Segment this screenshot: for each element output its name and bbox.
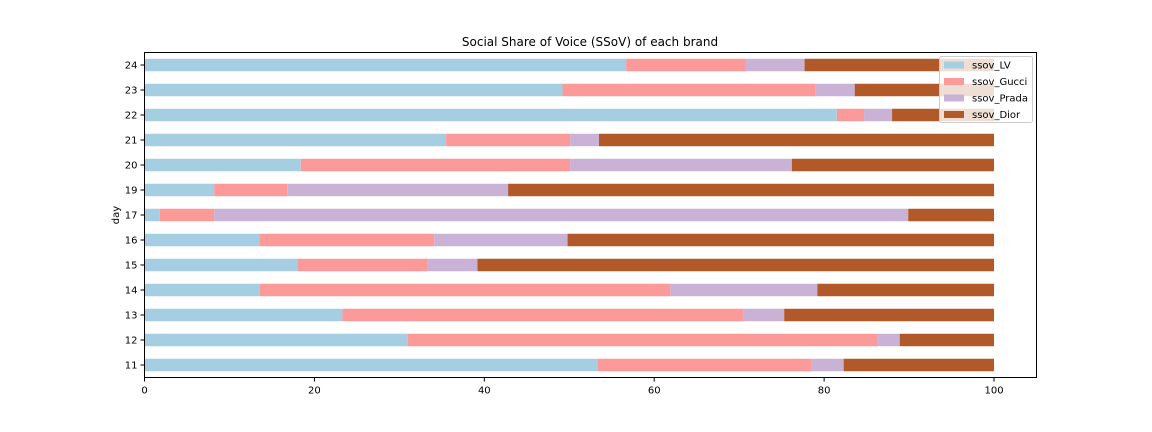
bars-layer (144, 58, 995, 372)
bar-ssov_LV-day-21 (144, 133, 447, 147)
x-axis: 0 20 40 60 80 100 (141, 377, 1004, 397)
bar-ssov_Gucci-day-13 (342, 308, 744, 322)
y-tick-label: 21 (125, 136, 138, 147)
x-tick-label: 40 (478, 386, 491, 397)
bar-ssov_Prada-day-19 (287, 183, 509, 197)
bar-ssov_Dior-day-12 (899, 333, 995, 347)
bar-ssov_Dior-day-17 (908, 208, 995, 222)
bar-ssov_Gucci-day-15 (297, 258, 428, 272)
chart-title: Social Share of Voice (SSoV) of each bra… (462, 35, 718, 49)
legend-swatch-ssov_Dior (944, 111, 964, 118)
bar-ssov_Gucci-day-11 (597, 358, 812, 372)
y-tick-label: 22 (125, 111, 138, 122)
bar-ssov_Prada-day-23 (815, 83, 855, 97)
legend-swatch-ssov_Prada (944, 94, 964, 102)
bar-ssov_Gucci-day-23 (562, 83, 816, 97)
bar-ssov_Dior-day-21 (598, 133, 995, 147)
x-tick-label: 60 (648, 386, 661, 397)
legend-label-ssov_LV: ssov_LV (972, 61, 1011, 72)
bar-ssov_Prada-day-13 (743, 308, 785, 322)
bar-ssov_LV-day-12 (144, 333, 408, 347)
y-tick-label: 14 (125, 286, 138, 297)
legend: ssov_LV ssov_Gucci ssov_Prada ssov_Dior (939, 56, 1033, 123)
bar-ssov_LV-day-13 (144, 308, 343, 322)
y-tick-label: 13 (125, 311, 138, 322)
x-tick-label: 80 (818, 386, 831, 397)
bar-ssov_Dior-day-15 (477, 258, 995, 272)
bar-ssov_Prada-day-11 (811, 358, 844, 372)
x-tick-label: 0 (141, 386, 147, 397)
bar-ssov_Prada-day-24 (745, 58, 805, 72)
y-tick-label: 20 (125, 161, 138, 172)
bar-ssov_Dior-day-20 (791, 158, 995, 172)
bar-ssov_Gucci-day-17 (159, 208, 215, 222)
y-tick-label: 15 (125, 261, 138, 272)
bar-ssov_Dior-day-13 (784, 308, 995, 322)
bar-ssov_LV-day-24 (144, 58, 627, 72)
bar-ssov_Gucci-day-21 (446, 133, 571, 147)
y-tick-label: 23 (125, 86, 138, 97)
bar-ssov_LV-day-22 (144, 108, 837, 122)
bar-ssov_Prada-day-21 (570, 133, 599, 147)
bar-ssov_Dior-day-16 (567, 233, 995, 247)
y-tick-label: 16 (125, 236, 138, 247)
bar-ssov_Prada-day-20 (570, 158, 792, 172)
bar-ssov_Prada-day-15 (427, 258, 478, 272)
bar-ssov_LV-day-15 (144, 258, 298, 272)
legend-label-ssov_Gucci: ssov_Gucci (972, 77, 1027, 88)
bar-ssov_LV-day-23 (144, 83, 563, 97)
legend-label-ssov_Prada: ssov_Prada (972, 94, 1028, 105)
legend-label-ssov_Dior: ssov_Dior (972, 110, 1021, 121)
bar-ssov_Dior-day-19 (508, 183, 995, 197)
y-axis-label: day (111, 206, 122, 224)
bar-ssov_LV-day-11 (144, 358, 598, 372)
y-axis: 11 12 13 14 15 16 17 19 20 21 22 23 24 (125, 61, 145, 372)
bar-ssov_Prada-day-22 (864, 108, 893, 122)
y-tick-label: 12 (125, 336, 138, 347)
bar-ssov_Prada-day-14 (670, 283, 818, 297)
bar-ssov_LV-day-17 (144, 208, 160, 222)
y-tick-label: 19 (125, 186, 138, 197)
bar-ssov_Gucci-day-16 (260, 233, 435, 247)
bar-ssov_LV-day-16 (144, 233, 261, 247)
x-tick-label: 100 (984, 386, 1003, 397)
bar-ssov_LV-day-14 (144, 283, 261, 297)
bar-ssov_LV-day-20 (144, 158, 301, 172)
bar-ssov_Gucci-day-14 (260, 283, 671, 297)
y-tick-label: 24 (125, 61, 138, 72)
y-tick-label: 17 (125, 211, 138, 222)
y-tick-label: 11 (125, 361, 138, 372)
bar-ssov_Gucci-day-22 (836, 108, 865, 122)
bar-ssov_Dior-day-14 (817, 283, 995, 297)
bar-ssov_Gucci-day-19 (214, 183, 288, 197)
x-tick-label: 20 (308, 386, 321, 397)
legend-frame (939, 56, 1033, 123)
legend-swatch-ssov_Gucci (944, 78, 964, 85)
bar-ssov_Gucci-day-12 (407, 333, 878, 347)
bar-ssov_Prada-day-12 (877, 333, 900, 347)
bar-ssov_Prada-day-16 (434, 233, 568, 247)
bar-ssov_Prada-day-17 (214, 208, 909, 222)
bar-ssov_Gucci-day-20 (300, 158, 571, 172)
bar-ssov_LV-day-19 (144, 183, 215, 197)
bar-ssov_Dior-day-11 (843, 358, 995, 372)
legend-swatch-ssov_LV (944, 61, 964, 69)
bar-ssov_Gucci-day-24 (626, 58, 746, 72)
